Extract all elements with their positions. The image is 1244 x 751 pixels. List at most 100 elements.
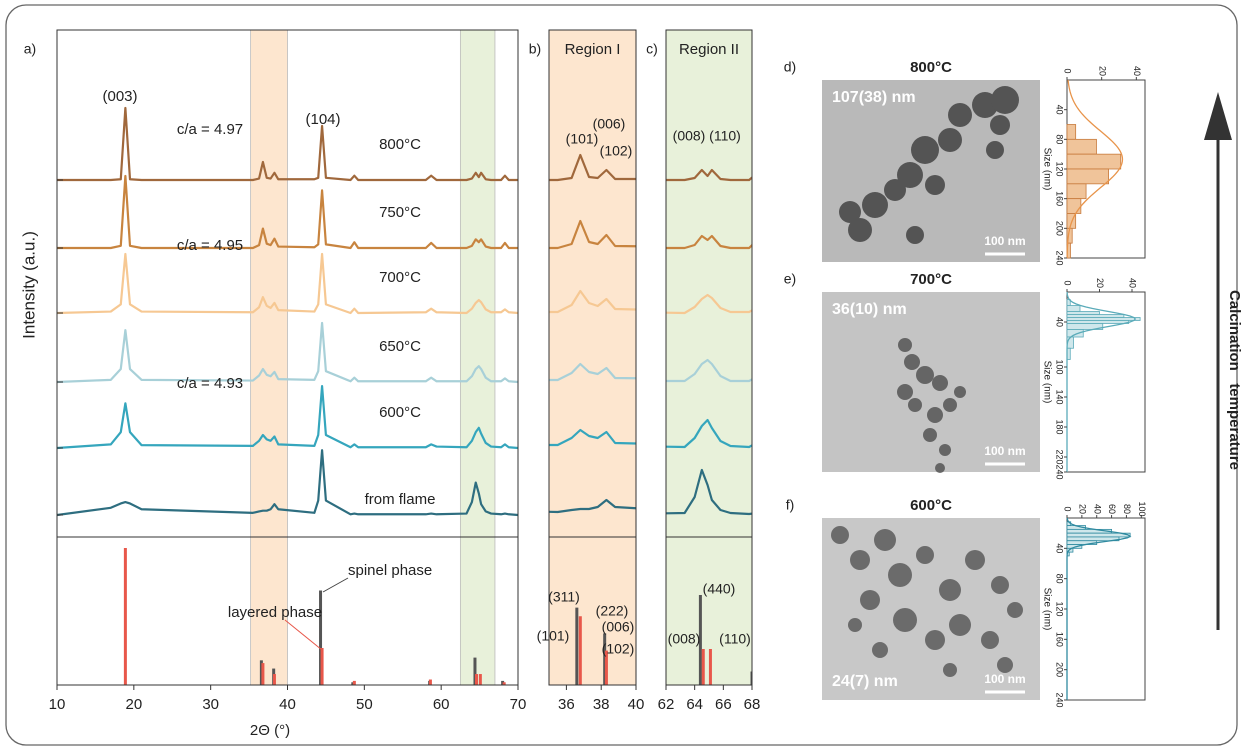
reflection-label: (101) [537,628,570,644]
histogram-bar [1066,138,1097,155]
fit-curve [1066,291,1137,472]
x-tick-label: 30 [202,696,219,713]
x-tick-label: 36 [558,696,575,713]
x-tick-label: 60 [433,696,450,713]
reflection-label: (008) [668,631,701,647]
x-tick-label: 66 [715,696,732,713]
reflection-label: (222) [596,603,629,619]
leader [284,619,323,651]
size-label: 24(7) nm [832,673,898,690]
x-axis-title: 2Θ (°) [250,722,290,739]
annotation: c/a = 4.93 [177,375,243,392]
y-axis-title: Size (nm) [1041,148,1052,191]
image-title: 600°C [910,497,952,514]
series-label: 800°C [379,136,421,153]
xrd-pattern [57,384,518,450]
panel-label: a) [24,41,36,57]
panel-label: c) [646,41,658,57]
histogram-bar [1066,329,1084,338]
histogram-bar [1066,183,1087,200]
histogram-bar [1066,198,1082,214]
y-tick-label: 140 [1055,389,1065,404]
x-tick-label: 40 [1128,278,1138,288]
y-tick-label: 240 [1055,692,1065,707]
tem-image-d [822,80,1040,262]
arrow-head [1204,92,1232,140]
reflection-label: (006) [602,619,635,635]
y-axis-title: Size (nm) [1041,588,1052,631]
image-title: 700°C [910,271,952,288]
x-tick-label: 20 [125,696,142,713]
tem-image-e [822,292,1040,473]
histogram-bar [1066,168,1109,185]
y-tick-label: 120 [1055,601,1065,616]
y-tick-label: 200 [1055,662,1065,677]
xrd-pattern [666,358,752,383]
y-axis-title: Intensity (a.u.) [19,231,38,339]
reflection-label: (102) [602,641,635,657]
x-tick-label: 68 [744,696,761,713]
xrd-pattern [666,168,752,182]
x-tick-label: 64 [686,696,703,713]
histogram-bar [1066,544,1083,549]
xrd-pattern [666,293,752,315]
axes-frame [665,29,753,686]
scale-label: 100 nm [984,234,1025,248]
histogram-bar [1066,317,1141,321]
y-tick-label: 80 [1055,134,1065,144]
histogram-bar [1066,153,1122,170]
y-tick-label: 40 [1055,317,1065,327]
xrd-pattern [666,418,752,449]
reference-label: layered phase [228,604,322,621]
panel-label: b) [529,41,541,57]
y-tick-label: 40 [1055,543,1065,553]
histogram-bar [1066,314,1125,318]
region-band [460,30,495,685]
reflection-label: (102) [600,143,633,159]
y-tick-label: 100 [1055,359,1065,374]
x-tick-label: 20 [1095,278,1105,288]
y-tick-label: 160 [1055,191,1065,206]
x-tick-label: 62 [658,696,675,713]
histogram-bar [1066,547,1074,553]
x-tick-label: 38 [593,696,610,713]
x-tick-label: 50 [356,696,373,713]
histogram-bar [1066,323,1104,330]
histogram-bar [1066,305,1081,312]
series-label: 650°C [379,338,421,355]
y-tick-label: 220 [1055,449,1065,464]
x-tick-label: 40 [1132,66,1142,76]
panel-label: d) [784,59,796,75]
annotation: c/a = 4.95 [177,237,243,254]
fit-curve [1066,79,1124,259]
series-label: 600°C [379,404,421,421]
plot-area [57,106,518,685]
annotation: (003) [102,88,137,105]
y-tick-label: 160 [1055,632,1065,647]
axes-frame [548,29,637,686]
xrd-pattern [57,252,518,315]
reflection-label: (440) [703,581,736,597]
size-label: 36(10) nm [832,301,907,318]
y-axis-title: Size (nm) [1041,361,1052,404]
histogram-bar [1066,124,1077,140]
y-tick-label: 240 [1055,464,1065,479]
annotation: (104) [305,111,340,128]
region-title: Region II [679,41,739,58]
histogram-bar [1066,320,1130,324]
region-background [549,30,636,685]
x-tick-label: 40 [1092,504,1102,514]
x-tick-label: 20 [1097,66,1107,76]
reflection-label: (006) [593,116,626,132]
y-tick-label: 180 [1055,419,1065,434]
x-tick-label: 60 [1107,504,1117,514]
tem-image-f [822,518,1040,700]
series-label: 750°C [379,204,421,221]
panel-label: f) [786,497,795,513]
y-tick-label: 200 [1055,221,1065,236]
arrow-label: Calcination temperature [1226,290,1243,470]
y-tick-label: 120 [1055,161,1065,176]
x-tick-label: 40 [628,696,645,713]
leader [322,577,349,593]
